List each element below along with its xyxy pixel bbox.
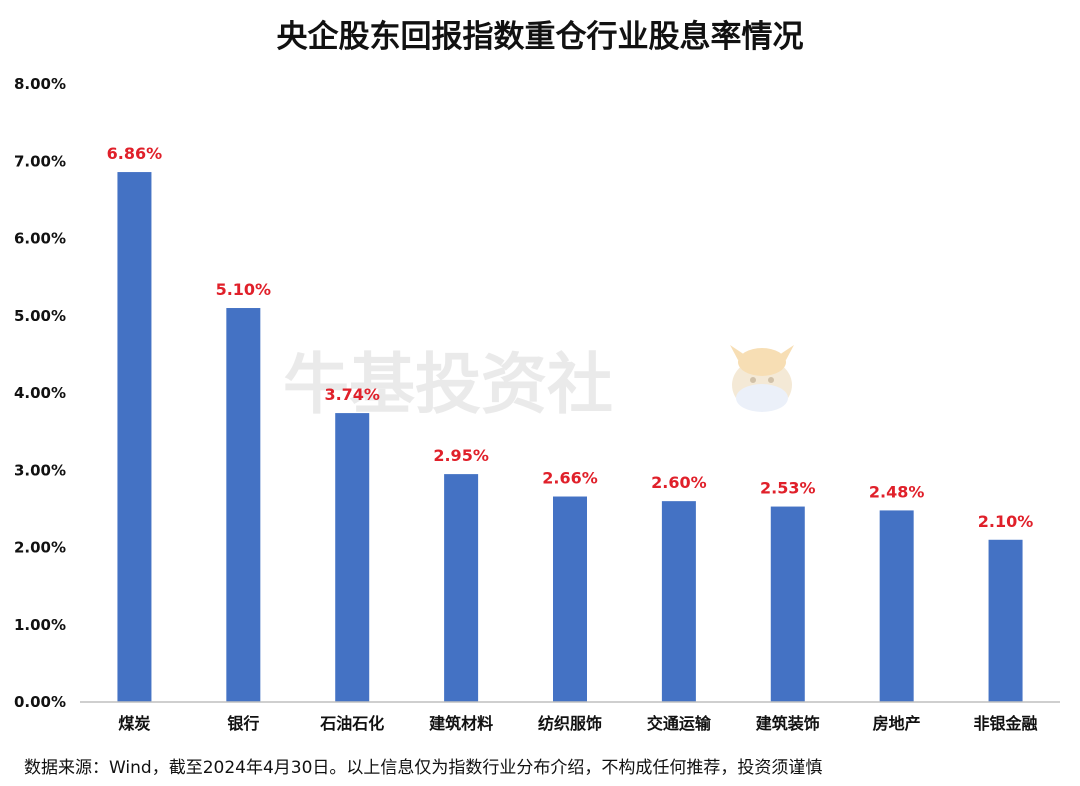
y-axis: 0.00% 1.00% 2.00% 3.00% 4.00% 5.00% 6.00% 7.00%… [14, 75, 66, 711]
watermark: 牛基投资社 [283, 345, 794, 423]
bar [661, 501, 696, 702]
data-label: 2.66% [542, 469, 598, 488]
bar [770, 506, 805, 702]
bar [553, 496, 587, 702]
data-label: 3.74% [324, 385, 380, 404]
x-tick-label: 石油石化 [319, 714, 384, 733]
bar [226, 308, 261, 702]
bar [988, 539, 1023, 702]
data-label: 2.48% [869, 482, 925, 501]
bar [335, 413, 370, 702]
y-tick-label: 3.00% [14, 461, 66, 479]
chart-title: 央企股东回报指数重仓行业股息率情况 [277, 19, 804, 55]
x-axis: 煤炭 银行 石油石化 建筑材料 纺织服饰 交通运输 建筑装饰 房地产 非银金融 [80, 701, 1060, 733]
data-label: 2.53% [760, 479, 816, 498]
x-tick-label: 银行 [227, 714, 259, 733]
data-label: 2.60% [651, 473, 707, 492]
source-note: 数据来源：Wind，截至2024年4月30日。以上信息仅为指数行业分布介绍，不构… [24, 758, 822, 778]
bar [117, 172, 152, 702]
y-tick-label: 4.00% [14, 384, 66, 402]
x-tick-label: 房地产 [873, 714, 921, 733]
bar [444, 474, 479, 702]
watermark-text: 牛基投资社 [283, 346, 613, 423]
y-tick-label: 7.00% [14, 152, 66, 170]
bars [117, 172, 1023, 702]
y-tick-label: 8.00% [14, 75, 66, 93]
data-label: 5.10% [216, 280, 272, 299]
x-tick-label: 煤炭 [118, 714, 150, 733]
x-tick-label: 建筑材料 [429, 714, 493, 733]
data-label: 6.86% [107, 144, 163, 163]
x-tick-label: 建筑装饰 [756, 714, 820, 733]
y-tick-label: 6.00% [14, 230, 66, 248]
x-tick-label: 非银金融 [974, 714, 1038, 733]
y-tick-label: 1.00% [14, 616, 66, 634]
bar [879, 510, 914, 702]
y-tick-label: 2.00% [14, 539, 66, 557]
data-label: 2.95% [433, 446, 489, 465]
data-label: 2.10% [978, 512, 1034, 531]
mascot-icon [730, 345, 794, 412]
y-tick-label: 0.00% [14, 693, 66, 711]
y-tick-label: 5.00% [14, 307, 66, 325]
data-labels: 6.86% 5.10% 3.74% 2.95% 2.66% 2.60% 2.53% 2.48%… [107, 144, 1034, 531]
x-tick-label: 交通运输 [647, 714, 712, 733]
x-tick-label: 纺织服饰 [538, 714, 602, 733]
